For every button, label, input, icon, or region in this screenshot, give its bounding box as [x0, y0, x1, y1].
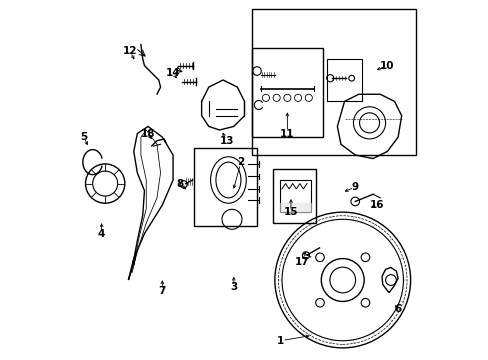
Text: 17: 17: [294, 257, 308, 267]
Text: 15: 15: [283, 207, 298, 217]
Text: 16: 16: [368, 200, 383, 210]
Text: 13: 13: [219, 136, 233, 146]
Text: 11: 11: [280, 129, 294, 139]
Text: 1: 1: [276, 336, 283, 346]
Text: 7: 7: [158, 286, 166, 296]
Text: 3: 3: [230, 282, 237, 292]
Text: 5: 5: [80, 132, 87, 142]
Text: 8: 8: [176, 179, 183, 189]
Text: 14: 14: [165, 68, 180, 78]
Text: 12: 12: [122, 46, 137, 57]
Text: 2: 2: [237, 157, 244, 167]
Text: 9: 9: [351, 182, 358, 192]
Text: 6: 6: [394, 303, 401, 314]
Text: 10: 10: [379, 61, 394, 71]
Text: 18: 18: [141, 129, 155, 139]
Text: 4: 4: [98, 229, 105, 239]
